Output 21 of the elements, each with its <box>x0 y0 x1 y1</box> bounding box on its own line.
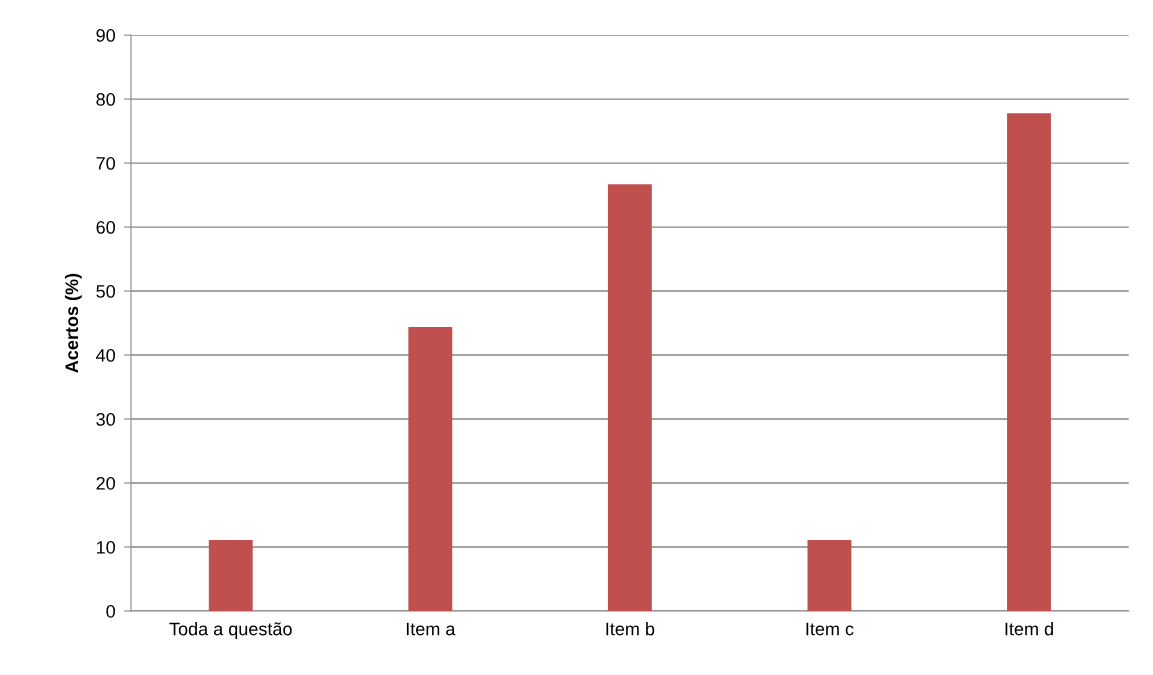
bar <box>607 184 652 612</box>
y-tick-label: 70 <box>96 157 115 170</box>
y-tick-label: 60 <box>96 221 115 234</box>
y-tick-label: 30 <box>96 412 115 426</box>
bar <box>208 539 253 612</box>
x-tick-label: Toda a questão <box>169 622 292 639</box>
y-tick-label: 40 <box>96 348 115 362</box>
y-axis-title: Acertos (%) <box>64 273 82 373</box>
x-tick-label: Item b <box>606 622 655 636</box>
y-tick-label: 0 <box>106 604 115 618</box>
x-tick-label: Item a <box>406 622 456 636</box>
x-tick-label: Item c <box>806 622 854 636</box>
y-tick-label: 50 <box>96 284 115 298</box>
y-tick-label: 90 <box>96 29 115 42</box>
x-tick-label: Item d <box>1005 622 1053 636</box>
y-tick-label: 10 <box>97 540 115 554</box>
bar <box>807 539 852 612</box>
y-tick-label: 20 <box>96 476 115 490</box>
bar <box>408 326 453 612</box>
y-tick-label: 80 <box>96 93 115 106</box>
bar <box>1007 113 1051 612</box>
